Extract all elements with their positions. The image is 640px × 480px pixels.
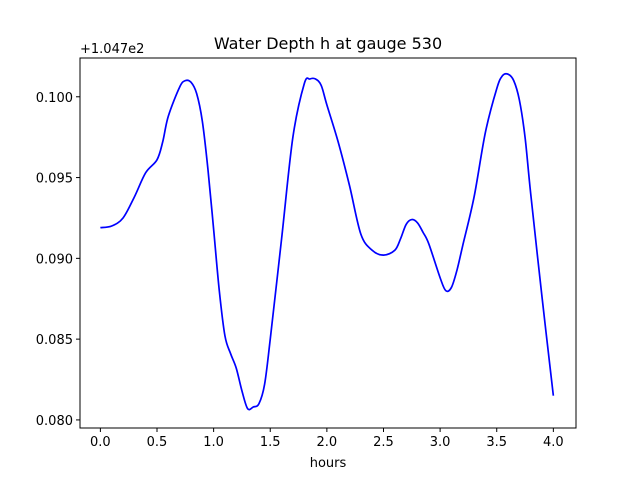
- y-tick-label: 0.090: [36, 252, 73, 267]
- y-offset-label: +1.047e2: [80, 42, 144, 57]
- plot-frame: [79, 57, 577, 429]
- x-tick-label: 0.0: [90, 435, 111, 450]
- x-axis-ticks: 0.0 0.5 1.0 1.5 2.0 2.5 3.0 3.5 4.0: [90, 428, 564, 450]
- series-line: [100, 72, 555, 411]
- x-tick-label: 2.5: [373, 435, 394, 450]
- x-tick-label: 0.5: [147, 435, 168, 450]
- x-tick-label: 1.5: [260, 435, 281, 450]
- y-tick-label: 0.100: [36, 91, 73, 106]
- y-tick-label: 0.095: [36, 172, 73, 187]
- plot-area: [80, 58, 576, 428]
- y-tick-label: 0.085: [36, 333, 73, 348]
- y-axis-ticks: 0.080 0.085 0.090 0.095 0.100: [36, 91, 80, 429]
- x-tick-label: 4.0: [543, 435, 564, 450]
- y-tick-label: 0.080: [36, 414, 73, 429]
- x-tick-label: 3.0: [430, 435, 451, 450]
- chart-title: Water Depth h at gauge 530: [214, 34, 442, 53]
- x-tick-label: 3.5: [486, 435, 507, 450]
- x-tick-label: 1.0: [203, 435, 224, 450]
- x-axis-label: hours: [310, 456, 347, 471]
- x-tick-label: 2.0: [317, 435, 338, 450]
